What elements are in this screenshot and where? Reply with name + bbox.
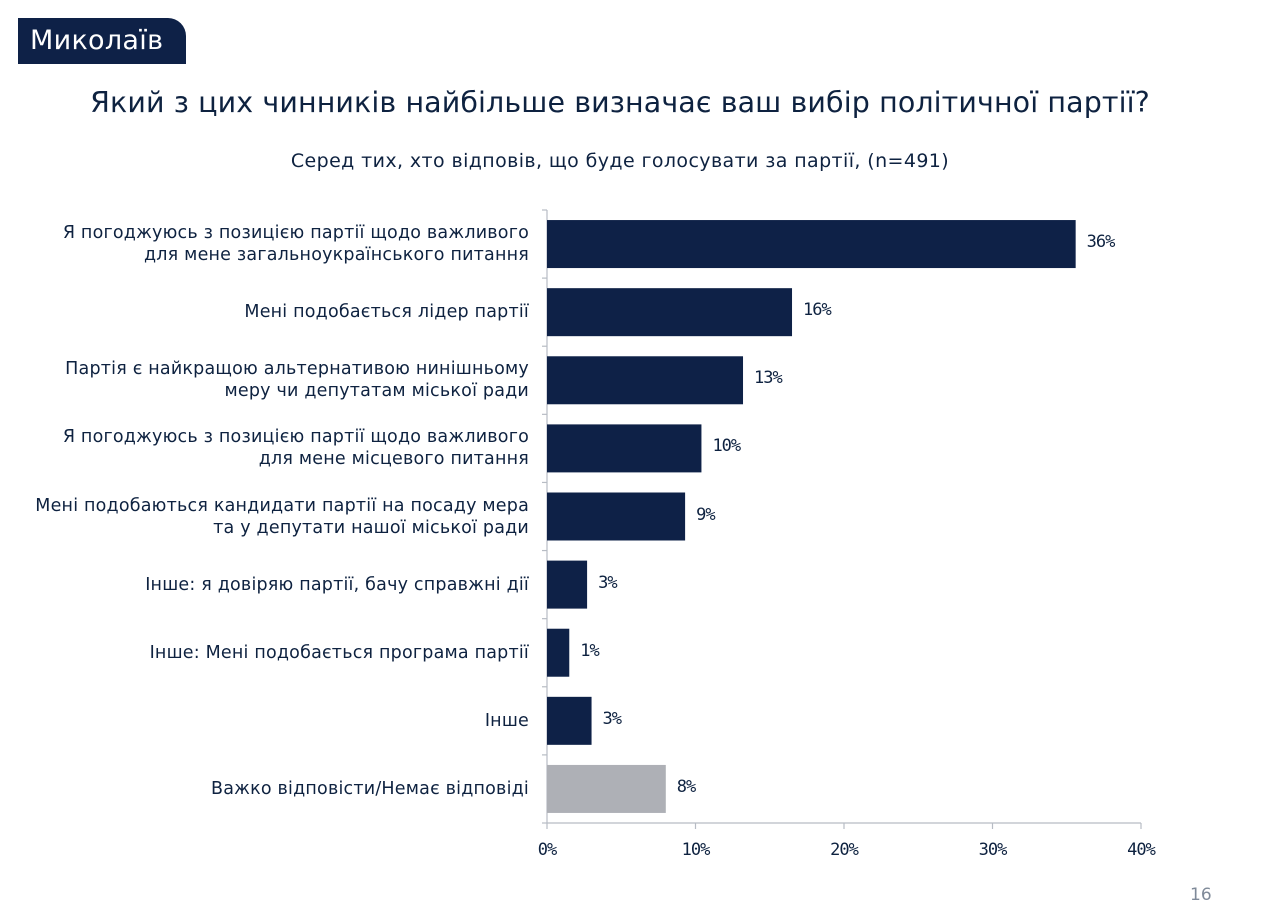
data-label: 16% — [803, 300, 832, 321]
category-label-line: Партія є найкращою альтернативою нинішнь… — [65, 359, 529, 380]
x-tick-label: 0% — [537, 840, 557, 860]
category-label: Я погоджуюсь з позицією партії щодо важл… — [9, 222, 529, 266]
category-label-line: Інше: я довіряю партії, бачу справжні ді… — [145, 574, 529, 595]
x-tick-label: 10% — [681, 840, 711, 860]
x-tick-label: 30% — [978, 840, 1008, 860]
x-tick-label: 40% — [1127, 840, 1156, 860]
data-label: 10% — [712, 436, 741, 457]
category-label-line: Я погоджуюсь з позицією партії щодо важл… — [62, 223, 529, 244]
data-label: 9% — [696, 504, 716, 525]
data-label: 3% — [602, 708, 623, 729]
bar — [547, 424, 702, 473]
category-label-line: Важко відповісти/Немає відповіді — [211, 778, 529, 799]
page-number: 16 — [1190, 885, 1212, 905]
category-label: Партія є найкращою альтернативою нинішнь… — [9, 358, 529, 402]
category-label: Інше: Мені подобається програма партії — [9, 642, 529, 664]
city-tab: Миколаїв — [18, 18, 186, 64]
category-label-line: для мене загальноукраїнського питання — [144, 245, 529, 266]
category-label-line: Інше: Мені подобається програма партії — [149, 642, 529, 663]
data-label: 8% — [676, 776, 697, 797]
data-label: 3% — [598, 572, 618, 593]
data-label: 36% — [1086, 232, 1116, 253]
category-label: Важко відповісти/Немає відповіді — [9, 778, 529, 800]
page-subtitle: Серед тих, хто відповів, що буде голосув… — [290, 150, 950, 172]
data-label: 1% — [580, 640, 600, 661]
category-label-line: меру чи депутатам міської ради — [224, 381, 529, 402]
category-label-line: Інше — [484, 710, 529, 731]
bar — [547, 628, 570, 677]
bar — [547, 356, 744, 405]
bar — [547, 492, 686, 541]
page-title: Який з цих чинників найбільше визначає в… — [90, 86, 1150, 119]
category-label: Інше — [9, 710, 529, 732]
bar — [547, 220, 1076, 269]
category-label-line: Мені подобаються кандидати партії на пос… — [35, 495, 529, 516]
data-label: 13% — [754, 368, 783, 389]
category-label-line: для мене місцевого питання — [258, 449, 529, 470]
bar — [547, 560, 588, 609]
category-label-line: Я погоджуюсь з позицією партії щодо важл… — [62, 427, 529, 448]
bar — [547, 696, 592, 745]
x-tick-label: 20% — [830, 840, 859, 860]
category-label: Інше: я довіряю партії, бачу справжні ді… — [9, 574, 529, 596]
category-label-line: Мені подобається лідер партії — [244, 302, 529, 323]
bar — [547, 764, 666, 813]
category-label: Мені подобаються кандидати партії на пос… — [9, 495, 529, 539]
category-label: Я погоджуюсь з позицією партії щодо важл… — [9, 426, 529, 470]
category-label: Мені подобається лідер партії — [9, 301, 529, 323]
bar — [547, 288, 793, 337]
category-label-line: та у депутати нашої міської ради — [213, 517, 529, 538]
